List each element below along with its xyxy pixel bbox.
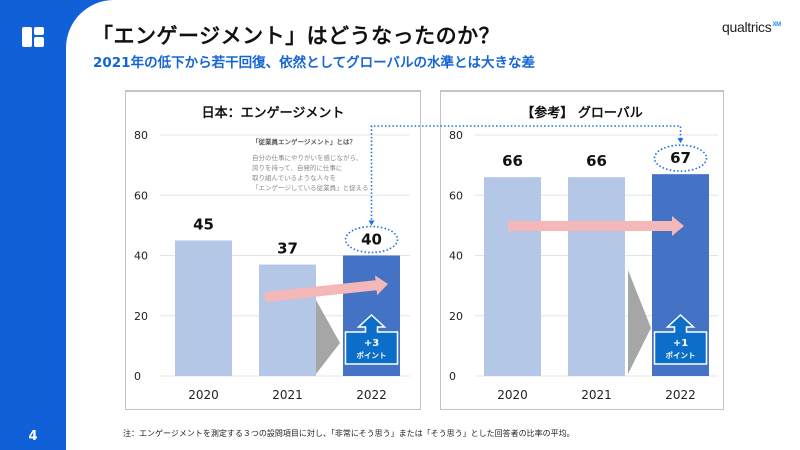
y-tick-label: 20 xyxy=(449,310,463,323)
data-label: 45 xyxy=(193,215,214,233)
definition-note: 「従業員エンゲージメント」とは？ 自分の仕事にやりがいを感じながら、 誇りを持っ… xyxy=(252,137,368,193)
bar-2020 xyxy=(175,240,232,376)
connector-arrowhead-icon xyxy=(677,138,684,144)
brand-logo: qualtricsXM xyxy=(722,19,781,35)
gain-unit: ポイント xyxy=(666,350,696,360)
data-label: 67 xyxy=(670,149,691,167)
y-tick-label: 40 xyxy=(449,250,463,263)
y-tick-label: 80 xyxy=(134,129,148,142)
brand-name: qualtrics xyxy=(722,19,772,35)
y-tick-label: 80 xyxy=(449,129,463,142)
definition-line: 取り組んでいるような人々を xyxy=(252,174,337,182)
x-tick-label: 2020 xyxy=(497,388,528,402)
gain-badge-up-arrow-icon xyxy=(653,313,708,365)
data-label: 66 xyxy=(586,152,607,170)
page-title: 「エンゲージメント」はどうなったのか？ xyxy=(92,24,501,48)
definition-title: 「従業員エンゲージメント」とは？ xyxy=(252,138,356,146)
x-tick-label: 2022 xyxy=(665,388,696,402)
brand-mark: XM xyxy=(772,22,781,28)
y-tick-label: 20 xyxy=(134,310,148,323)
x-tick-label: 2021 xyxy=(272,388,303,402)
definition-line: 誇りを持って、自発的に仕事に xyxy=(252,164,343,172)
bar-2020 xyxy=(484,177,541,376)
connector-arrowhead-icon xyxy=(368,220,375,226)
chart-title: 日本：エンゲージメント xyxy=(201,106,345,121)
step-arrow-icon xyxy=(628,270,651,374)
y-tick-label: 60 xyxy=(449,189,463,202)
x-tick-label: 2021 xyxy=(581,388,612,402)
definition-line: 「エンゲージしている従業員」と捉える xyxy=(252,184,369,192)
step-arrow-icon xyxy=(316,300,340,374)
data-label: 66 xyxy=(502,152,523,170)
y-tick-label: 0 xyxy=(134,370,141,383)
y-tick-label: 0 xyxy=(449,370,456,383)
page-number: 4 xyxy=(28,429,38,444)
y-tick-label: 60 xyxy=(134,189,148,202)
definition-line: 自分の仕事にやりがいを感じながら、 xyxy=(252,154,363,162)
footnote: 注：エンゲージメントを測定する３つの設問項目に対し、「非常にそう思う」または「そ… xyxy=(123,429,575,438)
sidebar: 4 xyxy=(0,0,66,450)
bar-2021 xyxy=(568,177,625,376)
gain-value: +1 xyxy=(673,338,688,349)
data-label: 37 xyxy=(277,240,298,258)
data-label: 40 xyxy=(361,231,382,249)
x-tick-label: 2020 xyxy=(188,388,219,402)
bar-2021 xyxy=(259,264,316,376)
y-tick-label: 40 xyxy=(134,250,148,263)
comparison-connector xyxy=(370,125,682,224)
trend-arrow-icon xyxy=(508,216,684,236)
page-subtitle: 2021年の低下から若干回復、依然としてグローバルの水準とは大きな差 xyxy=(93,55,536,71)
app-logo-icon xyxy=(22,27,44,47)
trend-arrow-icon xyxy=(264,275,388,302)
gain-badge-up-arrow-icon xyxy=(344,313,399,365)
chart-title: 【参考】 グローバル xyxy=(521,106,643,121)
gain-unit: ポイント xyxy=(357,350,387,360)
highlight-ellipse xyxy=(344,225,399,254)
highlight-ellipse xyxy=(653,144,708,172)
x-tick-label: 2022 xyxy=(356,388,387,402)
gain-value: +3 xyxy=(364,338,379,349)
